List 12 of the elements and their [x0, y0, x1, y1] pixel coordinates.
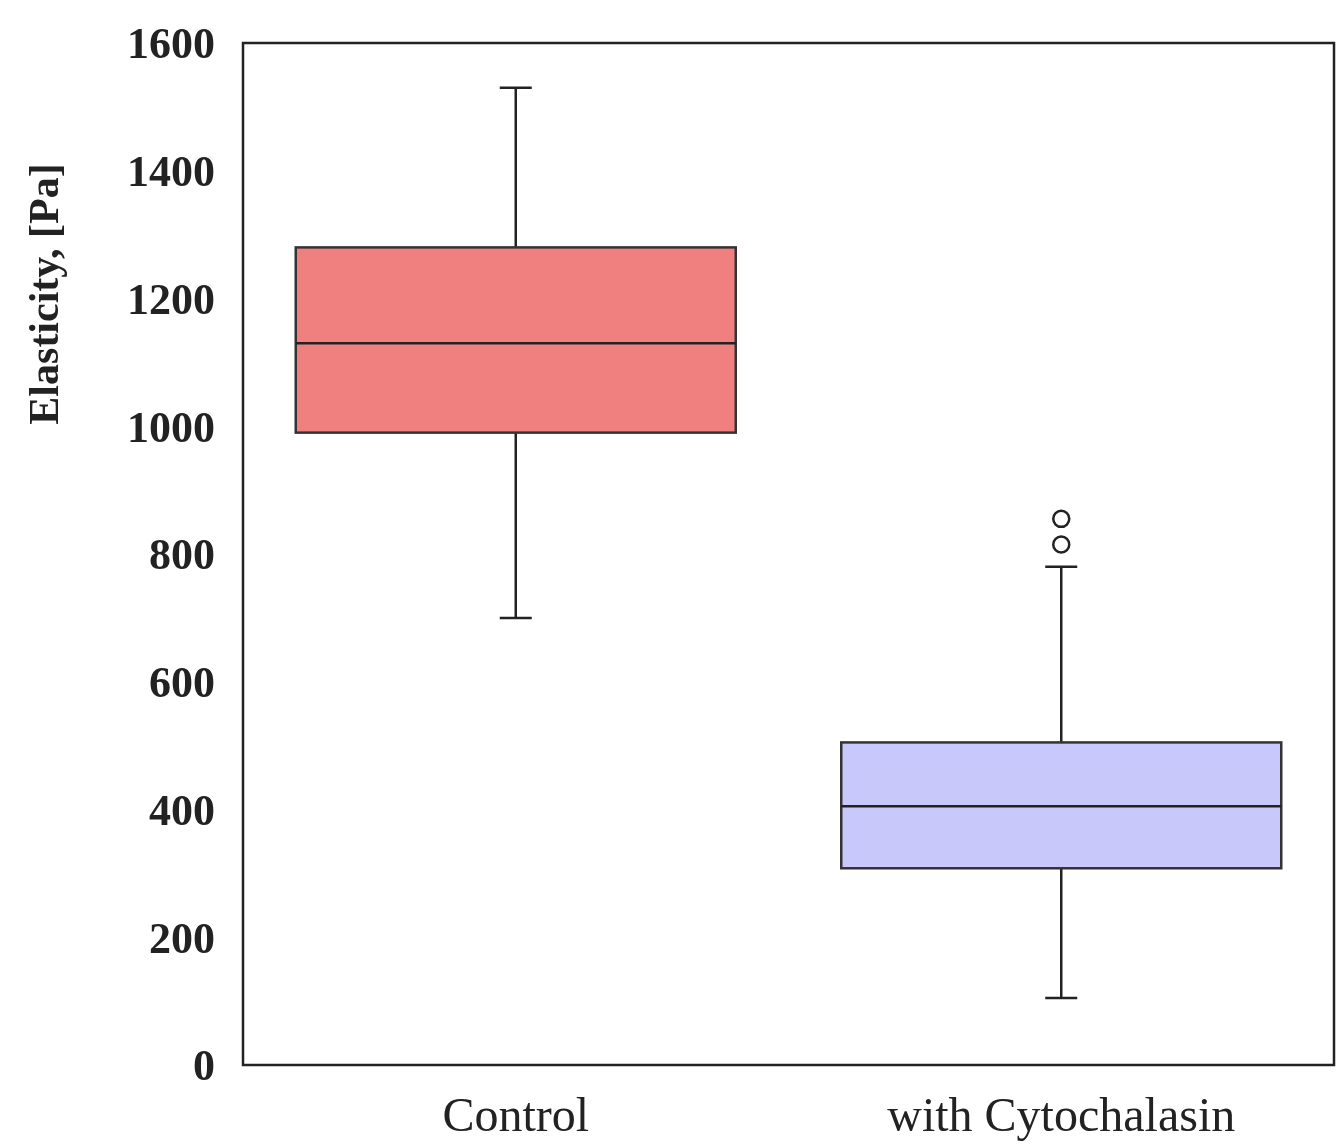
- x-tick-label: Control: [442, 1088, 590, 1141]
- y-tick-label: 1600: [127, 19, 215, 69]
- y-tick-label: 1200: [127, 274, 215, 324]
- y-tick-label: 600: [149, 658, 215, 708]
- x-tick-label: with Cytochalasin: [887, 1088, 1236, 1141]
- y-tick-label: 200: [149, 913, 215, 963]
- y-tick-label: 1000: [127, 402, 215, 452]
- y-axis-title: Elasticity, [Pa]: [21, 163, 67, 425]
- y-tick-label: 800: [149, 530, 215, 580]
- y-tick-label: 400: [149, 785, 215, 835]
- y-tick-label: 1400: [127, 147, 215, 197]
- y-tick-label: 0: [193, 1041, 215, 1091]
